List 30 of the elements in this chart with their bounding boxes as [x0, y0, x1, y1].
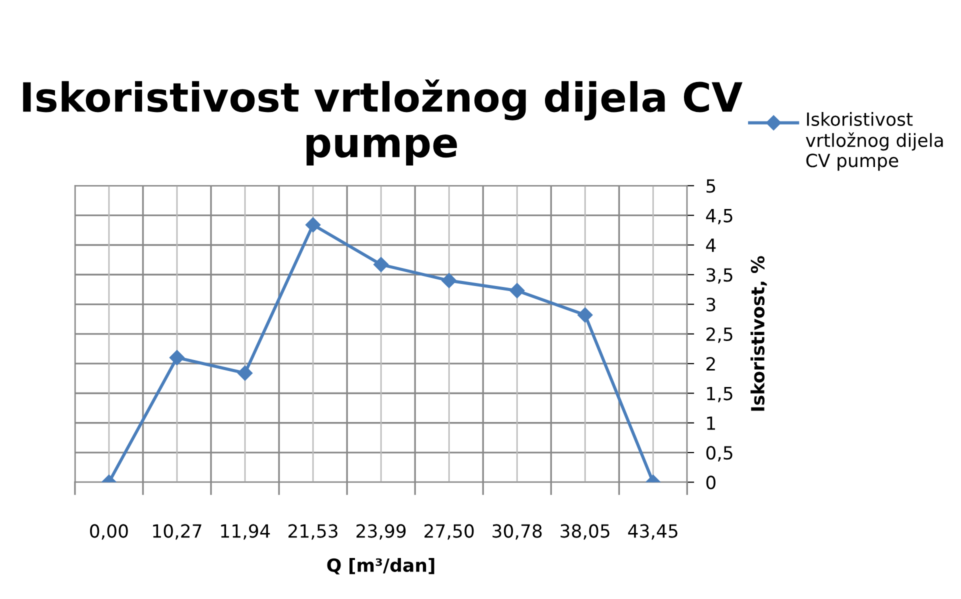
- x-tick-label: 23,99: [356, 524, 406, 540]
- point: [169, 350, 185, 366]
- y-tick-label: 0,5: [706, 446, 732, 462]
- y-tick-label: 4,5: [706, 209, 732, 224]
- y-tick-label: 2: [706, 357, 715, 370]
- x-axis-title: Q [m³/dan]: [327, 558, 434, 574]
- y-tick-label: 4: [706, 238, 716, 252]
- x-tick-label: 21,53: [288, 524, 338, 540]
- point: [578, 307, 593, 323]
- x-tick-label: 30,78: [492, 524, 542, 540]
- x-tick-label: 11,94: [221, 524, 270, 540]
- chart-title: Iskoristivost vrtložnog dijela CV pumpe: [23, 79, 742, 166]
- y-axis-title: Iskoristivost, %: [750, 256, 767, 411]
- y-tick-label: 1: [707, 416, 715, 430]
- y-tick-label: 3,5: [706, 268, 732, 284]
- x-tick-label: 38,05: [560, 524, 610, 540]
- y-tick-label: 3: [706, 298, 716, 312]
- point: [510, 283, 525, 298]
- point: [441, 273, 457, 288]
- point: [373, 256, 389, 272]
- x-tick-label: 0,00: [90, 524, 128, 540]
- y-tick-label: 1,5: [707, 386, 732, 402]
- point: [305, 217, 321, 232]
- x-tick-label: 10,27: [153, 524, 202, 540]
- x-tick-label: 43,45: [628, 524, 678, 540]
- y-tick-label: 0: [706, 476, 716, 490]
- y-tick-label: 5: [706, 179, 716, 193]
- legend-label: Iskoristivost vrtložnog dijela CV pumpe: [806, 112, 943, 171]
- x-tick-label: 27,50: [424, 524, 474, 540]
- y-tick-label: 2,5: [706, 327, 732, 343]
